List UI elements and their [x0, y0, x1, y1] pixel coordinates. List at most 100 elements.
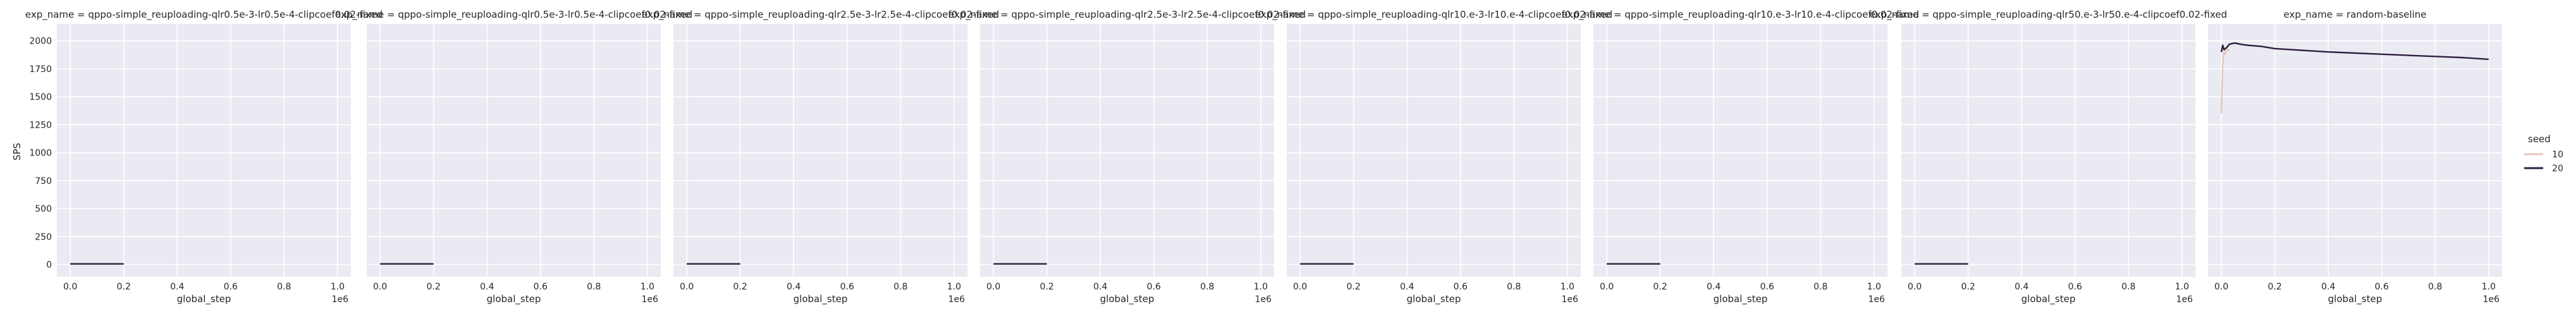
- legend-entry-seed-10: 10: [2524, 150, 2563, 160]
- x-axis-label: global_step: [177, 293, 231, 305]
- panel-background: [2208, 24, 2502, 277]
- x-tick-label: 1.0: [331, 282, 345, 292]
- panel-title: exp_name = qppo-simple_reuploading-qlr0.…: [25, 9, 383, 21]
- x-tick-label: 0.6: [1454, 282, 1468, 292]
- legend-title: seed: [2528, 133, 2551, 145]
- panel-background: [980, 24, 1274, 277]
- legend-entry-seed-20: 20: [2524, 164, 2563, 174]
- x-axis-label: global_step: [794, 293, 848, 305]
- facet-panel-7: 0.0 0.2 0.4 0.6 0.8 1.0 exp_name = qppo-simple…: [1870, 9, 2227, 305]
- x-tick-label: 0.6: [1147, 282, 1161, 292]
- x-axis-label: global_step: [1100, 293, 1155, 305]
- x-offset-label: 1e6: [642, 295, 659, 305]
- x-tick-label: 1.0: [1867, 282, 1881, 292]
- facet-panel-4: 0.0 0.2 0.4 0.6 0.8 1.0 exp_name = qppo-simple…: [948, 9, 1306, 305]
- x-tick-label: 0.0: [680, 282, 694, 292]
- facet-panel-2: 0.0 0.2 0.4 0.6 0.8 1.0 exp_name = qppo-simple…: [335, 9, 692, 305]
- legend-label: 20: [2552, 164, 2563, 174]
- x-tick-label: 0.8: [2428, 282, 2442, 292]
- x-tick-label: 0.8: [893, 282, 907, 292]
- x-tick-label: 0.2: [117, 282, 131, 292]
- x-tick-label: 0.0: [63, 282, 77, 292]
- x-tick-label: 1.0: [2175, 282, 2189, 292]
- panel-background: [1593, 24, 1887, 277]
- x-tick-label: 0.4: [2321, 282, 2335, 292]
- y-tick-label: 1500: [29, 92, 52, 102]
- x-tick-label: 0.0: [1908, 282, 1922, 292]
- x-offset-label: 1e6: [1868, 295, 1886, 305]
- x-tick-label: 0.8: [1813, 282, 1827, 292]
- x-offset-label: 1e6: [1255, 295, 1272, 305]
- panel-background: [1901, 24, 2195, 277]
- x-tick-label: 0.6: [1760, 282, 1774, 292]
- x-tick-label: 0.2: [1347, 282, 1361, 292]
- x-offset-label: 1e6: [2176, 295, 2193, 305]
- x-tick-label: 1.0: [1254, 282, 1268, 292]
- x-tick-label: 0.4: [170, 282, 184, 292]
- x-tick-label: 0.6: [2375, 282, 2389, 292]
- facet-panel-5: 0.0 0.2 0.4 0.6 0.8 1.0 exp_name = qppo-simple…: [1255, 9, 1612, 305]
- x-tick-label: 0.0: [2214, 282, 2228, 292]
- x-tick-label: 1.0: [947, 282, 961, 292]
- x-tick-label: 0.0: [1293, 282, 1307, 292]
- x-axis-label: global_step: [2021, 293, 2076, 305]
- shared-y-axis-label: SPS: [11, 143, 23, 161]
- y-tick-label: 500: [35, 204, 52, 214]
- x-axis-label: global_step: [1714, 293, 1768, 305]
- panel-background: [1287, 24, 1581, 277]
- x-tick-label: 0.8: [1507, 282, 1521, 292]
- x-axis-label: global_step: [487, 293, 541, 305]
- x-tick-label: 0.2: [1653, 282, 1667, 292]
- x-tick-label: 0.6: [840, 282, 854, 292]
- x-tick-label: 0.4: [480, 282, 494, 292]
- x-tick-label: 0.8: [1200, 282, 1214, 292]
- x-tick-label: 0.4: [787, 282, 800, 292]
- panel-title: exp_name = qppo-simple_reuploading-qlr10…: [1562, 9, 1919, 21]
- x-tick-label: 1.0: [641, 282, 654, 292]
- panel-title: exp_name = qppo-simple_reuploading-qlr50…: [1870, 9, 2227, 21]
- panel-title: exp_name = random-baseline: [2284, 9, 2427, 21]
- x-tick-label: 0.4: [1400, 282, 1414, 292]
- y-tick-label: 1000: [29, 149, 52, 159]
- x-offset-label: 1e6: [332, 295, 349, 305]
- x-tick-label: 0.2: [2268, 282, 2282, 292]
- facet-panel-6: 0.0 0.2 0.4 0.6 0.8 1.0 exp_name = qppo-simple…: [1562, 9, 1919, 305]
- x-tick-label: 0.0: [986, 282, 1000, 292]
- x-tick-label: 0.2: [1961, 282, 1975, 292]
- x-tick-label: 0.0: [373, 282, 387, 292]
- x-tick-label: 0.8: [277, 282, 291, 292]
- legend-label: 10: [2552, 150, 2563, 160]
- panel-title: exp_name = qppo-simple_reuploading-qlr10…: [1255, 9, 1612, 21]
- x-offset-label: 1e6: [948, 295, 966, 305]
- x-tick-label: 0.2: [427, 282, 441, 292]
- x-tick-label: 0.4: [2015, 282, 2028, 292]
- facet-panel-1: 0 250 500 750 1000 1250 1500 1750 2000 0.0 0.2 0.4 0…: [25, 9, 383, 305]
- x-axis-label: global_step: [2328, 293, 2383, 305]
- y-tick-label: 1250: [29, 120, 52, 130]
- x-tick-label: 0.8: [2121, 282, 2135, 292]
- x-axis-label: global_step: [1407, 293, 1461, 305]
- facet-panel-8: 0.0 0.2 0.4 0.6 0.8 1.0 exp_name = random-base…: [2208, 9, 2502, 305]
- x-tick-label: 0.6: [224, 282, 238, 292]
- y-tick-label: 250: [35, 232, 52, 242]
- y-tick-label: 2000: [29, 37, 52, 47]
- x-tick-label: 0.6: [534, 282, 548, 292]
- x-offset-label: 1e6: [2483, 295, 2500, 305]
- x-tick-label: 1.0: [1561, 282, 1574, 292]
- y-tick-label: 750: [35, 176, 52, 186]
- panel-background: [57, 24, 351, 277]
- x-tick-label: 0.4: [1707, 282, 1720, 292]
- panel-title: exp_name = qppo-simple_reuploading-qlr2.…: [642, 9, 999, 21]
- x-tick-label: 1.0: [2482, 282, 2496, 292]
- y-tick-label: 0: [46, 260, 52, 270]
- panel-background: [367, 24, 661, 277]
- panel-title: exp_name = qppo-simple_reuploading-qlr2.…: [948, 9, 1306, 21]
- series-line-seed-20: [2220, 42, 2489, 60]
- x-offset-label: 1e6: [1562, 295, 1579, 305]
- y-tick-label: 1750: [29, 64, 52, 75]
- panel-background: [673, 24, 967, 277]
